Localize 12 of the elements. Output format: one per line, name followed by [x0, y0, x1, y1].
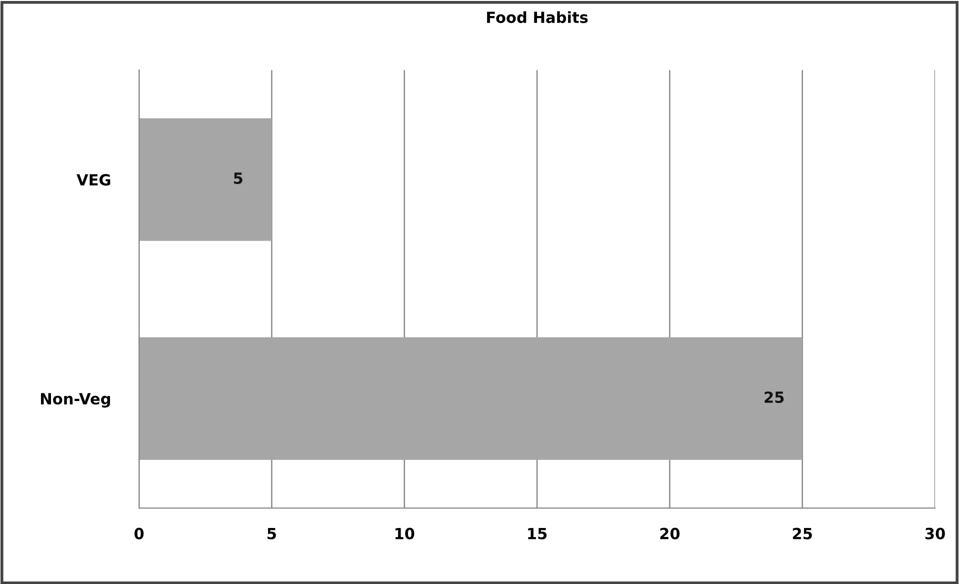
y-tick-label: VEG: [76, 174, 110, 186]
x-tick-label: 30: [925, 528, 945, 540]
y-tick-label: Non-Veg: [41, 393, 110, 408]
data-label: 5: [234, 172, 242, 184]
x-tick-label: 20: [660, 528, 680, 540]
chart-title: Food Habits: [487, 11, 588, 24]
x-tick-label: 0: [134, 528, 144, 540]
x-tick-label: 25: [792, 528, 812, 540]
x-tick-label: 10: [395, 528, 414, 540]
data-label: 25: [764, 391, 784, 404]
x-tick-label: 15: [528, 528, 547, 540]
x-tick-label: 5: [268, 528, 276, 540]
